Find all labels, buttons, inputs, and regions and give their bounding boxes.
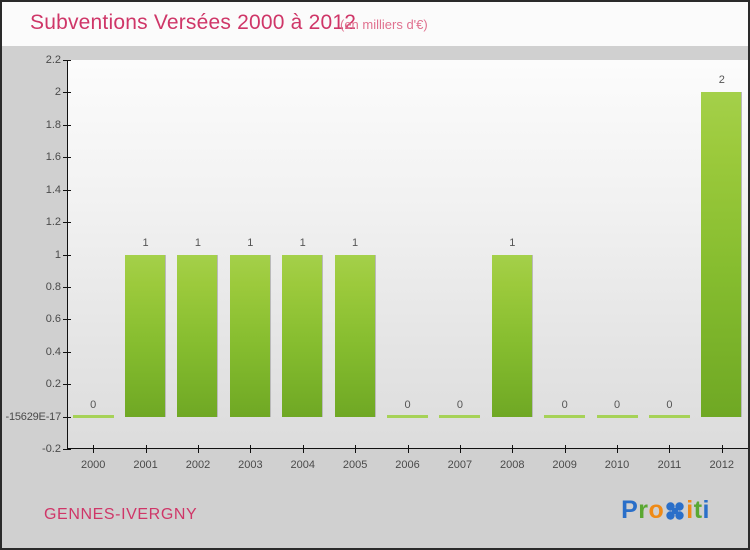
proxiti-logo[interactable]: Pro iti (621, 498, 710, 523)
logo-letter-i-6: i (702, 496, 710, 524)
x-axis-label: 2007 (447, 459, 473, 471)
bar-value-label: 1 (194, 236, 202, 249)
y-axis-label: 1.2 (45, 216, 61, 229)
page-title: Subventions Versées 2000 à 2012 (30, 11, 357, 34)
bar-value-label: 0 (404, 398, 411, 411)
y-axis-tick (63, 189, 71, 191)
y-axis-tick (63, 254, 71, 256)
logo-letter-x-3 (665, 501, 685, 521)
y-axis-label: 2.2 (45, 54, 61, 66)
y-axis-label: 1.4 (45, 183, 61, 196)
x-axis-label: 2012 (709, 459, 735, 471)
y-axis-label: 0.6 (45, 313, 61, 326)
x-axis-label: 2002 (185, 459, 211, 471)
x-axis-tick (93, 445, 95, 453)
x-axis-tick (669, 445, 671, 453)
x-axis-tick (459, 445, 461, 453)
x-axis-tick (197, 445, 199, 453)
logo-letter-p-0: P (621, 496, 639, 524)
y-axis-label: 0.4 (45, 345, 61, 358)
bar-zero-marker[interactable] (387, 414, 428, 418)
y-axis-tick (63, 124, 71, 126)
bar-value-label: 0 (561, 398, 568, 411)
x-axis-label: 2010 (604, 459, 630, 471)
chart-header: Subventions Versées 2000 à 2012 (en mill… (2, 2, 748, 46)
bar-value-label: 0 (613, 398, 621, 411)
x-axis-tick (617, 445, 619, 453)
bar[interactable] (491, 254, 533, 417)
y-axis-tick (63, 351, 71, 353)
y-axis-label: 0.2 (45, 378, 61, 391)
bar-zero-marker[interactable] (648, 414, 690, 418)
x-axis-label: 2005 (342, 459, 368, 471)
x-axis-tick (512, 445, 514, 453)
x-axis-tick (302, 445, 304, 453)
bar-zero-marker[interactable] (72, 414, 114, 418)
x-axis-tick (355, 445, 357, 453)
plot-area: 2.2 2 1.8 1.6 1.4 1.2 1 0.8 0.6 0.4 0.2 -15629E-17 -… (6, 54, 748, 471)
x-axis-label: 2003 (238, 459, 263, 471)
bar-value-label: 1 (247, 236, 254, 249)
bar-value-label: 1 (509, 236, 516, 249)
chart-footer: GENNES-IVERGNY Pro iti (2, 486, 748, 548)
y-axis-label: 1 (54, 248, 61, 261)
bar[interactable] (282, 254, 324, 417)
x-axis-label: 2006 (395, 459, 420, 471)
bar-value-label: 2 (718, 74, 725, 87)
y-axis-label: -0.2 (42, 443, 61, 455)
y-axis-label: 1.6 (45, 151, 61, 164)
bar[interactable] (229, 254, 271, 417)
bar-value-label: 0 (666, 398, 673, 411)
y-axis-tick (63, 416, 71, 418)
bar-value-label: 1 (299, 236, 306, 249)
chart-subtitle: (en milliers d'€) (340, 17, 428, 32)
logo-letter-t-5: t (693, 496, 703, 524)
x-axis-tick (145, 445, 147, 453)
x-axis-label: 2004 (290, 459, 315, 471)
x-axis-label: 2011 (657, 459, 682, 471)
bar-value-label: 0 (456, 398, 463, 411)
y-axis-label: 1.8 (45, 118, 61, 131)
x-axis-label: 2001 (133, 459, 158, 471)
bar-value-label: 1 (142, 236, 149, 249)
bar[interactable] (177, 254, 219, 417)
x-axis-label: 2008 (500, 459, 525, 471)
x-axis-label: 2000 (80, 459, 106, 471)
bar-zero-marker[interactable] (596, 414, 638, 418)
y-axis-label: 2 (54, 86, 61, 99)
logo-letter-o-2: o (648, 496, 665, 524)
bar-zero-marker[interactable] (544, 414, 586, 418)
x-axis-tick (721, 445, 723, 453)
commune-name: GENNES-IVERGNY (44, 506, 198, 523)
bar-value-label: 0 (90, 398, 97, 411)
x-axis-tick (407, 445, 409, 453)
y-axis-tick (63, 222, 71, 224)
y-axis-label: 0.8 (45, 280, 61, 293)
y-axis-tick (63, 286, 71, 288)
y-axis-label: -15629E-17 (5, 410, 62, 423)
y-axis-tick (63, 60, 71, 61)
y-axis-tick (63, 319, 71, 321)
plot-background (67, 60, 748, 449)
x-axis-tick (250, 445, 252, 453)
x-axis-tick (564, 445, 566, 453)
y-axis-tick (63, 157, 71, 159)
y-axis-tick (63, 449, 71, 450)
y-axis-tick (63, 384, 71, 386)
logo-letter-r-1: r (638, 496, 649, 524)
y-axis-tick (63, 92, 71, 94)
bar[interactable] (334, 254, 376, 417)
bar[interactable] (125, 254, 167, 417)
bar[interactable] (701, 92, 743, 417)
x-axis-label: 2009 (552, 459, 577, 471)
logo-letter-i-4: i (686, 496, 694, 524)
bar-value-label: 1 (352, 236, 359, 249)
bar-zero-marker[interactable] (439, 414, 481, 418)
